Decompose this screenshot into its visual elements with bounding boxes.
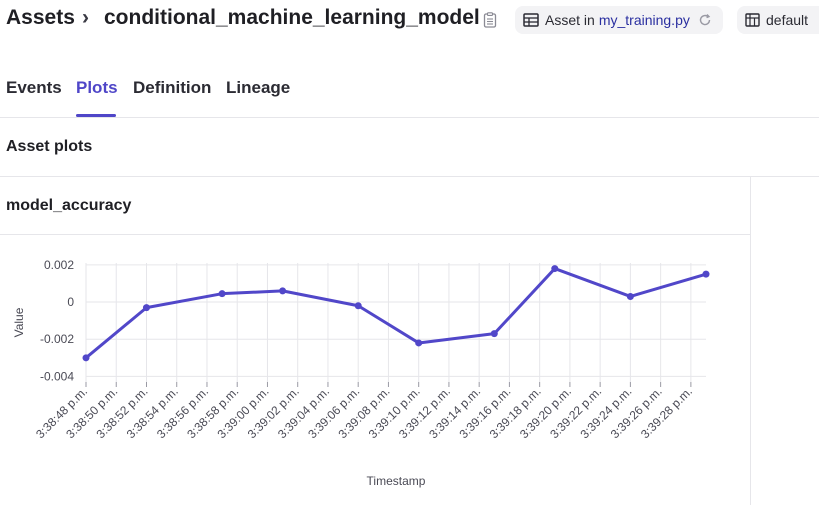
section-title: Asset plots bbox=[6, 138, 93, 155]
table-icon bbox=[523, 13, 539, 27]
tab-lineage[interactable]: Lineage bbox=[226, 78, 291, 97]
plot-title: model_accuracy bbox=[6, 197, 132, 214]
section-divider bbox=[0, 176, 819, 177]
asset-tabs: Events Plots Definition Lineage bbox=[0, 60, 819, 118]
plot-divider bbox=[0, 234, 750, 235]
copy-icon[interactable] bbox=[483, 12, 497, 28]
data-point bbox=[551, 265, 559, 273]
y-tick-label: -0.002 bbox=[40, 332, 74, 346]
asset-source-file-link[interactable]: my_training.py bbox=[598, 12, 690, 28]
code-location-label: default bbox=[766, 12, 809, 28]
model-accuracy-line-chart: 3:38:48 p.m.3:38:50 p.m.3:38:52 p.m.3:38… bbox=[12, 258, 710, 488]
data-point bbox=[142, 304, 150, 312]
y-tick-label: -0.004 bbox=[40, 369, 74, 383]
tab-plots[interactable]: Plots bbox=[76, 78, 118, 97]
database-icon bbox=[745, 13, 760, 27]
code-location-chip[interactable]: default bbox=[737, 6, 819, 34]
data-point bbox=[490, 330, 498, 338]
breadcrumb-separator: › bbox=[82, 6, 89, 29]
page-header: Assets › conditional_machine_learning_mo… bbox=[0, 0, 819, 40]
data-point bbox=[702, 270, 710, 278]
series-line bbox=[85, 267, 707, 359]
y-axis-label: Value bbox=[12, 307, 26, 337]
y-tick-label: 0.002 bbox=[44, 258, 74, 272]
data-point bbox=[626, 292, 634, 300]
x-axis-label: Timestamp bbox=[367, 474, 426, 488]
active-tab-indicator bbox=[76, 114, 116, 117]
data-point bbox=[82, 354, 90, 362]
y-tick-label: 0 bbox=[67, 295, 74, 309]
tab-definition[interactable]: Definition bbox=[133, 78, 212, 97]
plot-panel: model_accuracy bbox=[0, 177, 751, 505]
tab-events[interactable]: Events bbox=[6, 78, 62, 97]
asset-source-chip: Asset in my_training.py bbox=[515, 6, 723, 34]
data-point bbox=[354, 302, 362, 310]
data-point bbox=[218, 290, 226, 298]
breadcrumb-assets-link[interactable]: Assets bbox=[6, 6, 75, 29]
data-point bbox=[279, 287, 287, 295]
asset-source-prefix: Asset in bbox=[545, 12, 595, 28]
refresh-icon[interactable] bbox=[698, 13, 712, 27]
data-point bbox=[415, 339, 423, 347]
asset-name-title: conditional_machine_learning_model bbox=[104, 6, 480, 29]
